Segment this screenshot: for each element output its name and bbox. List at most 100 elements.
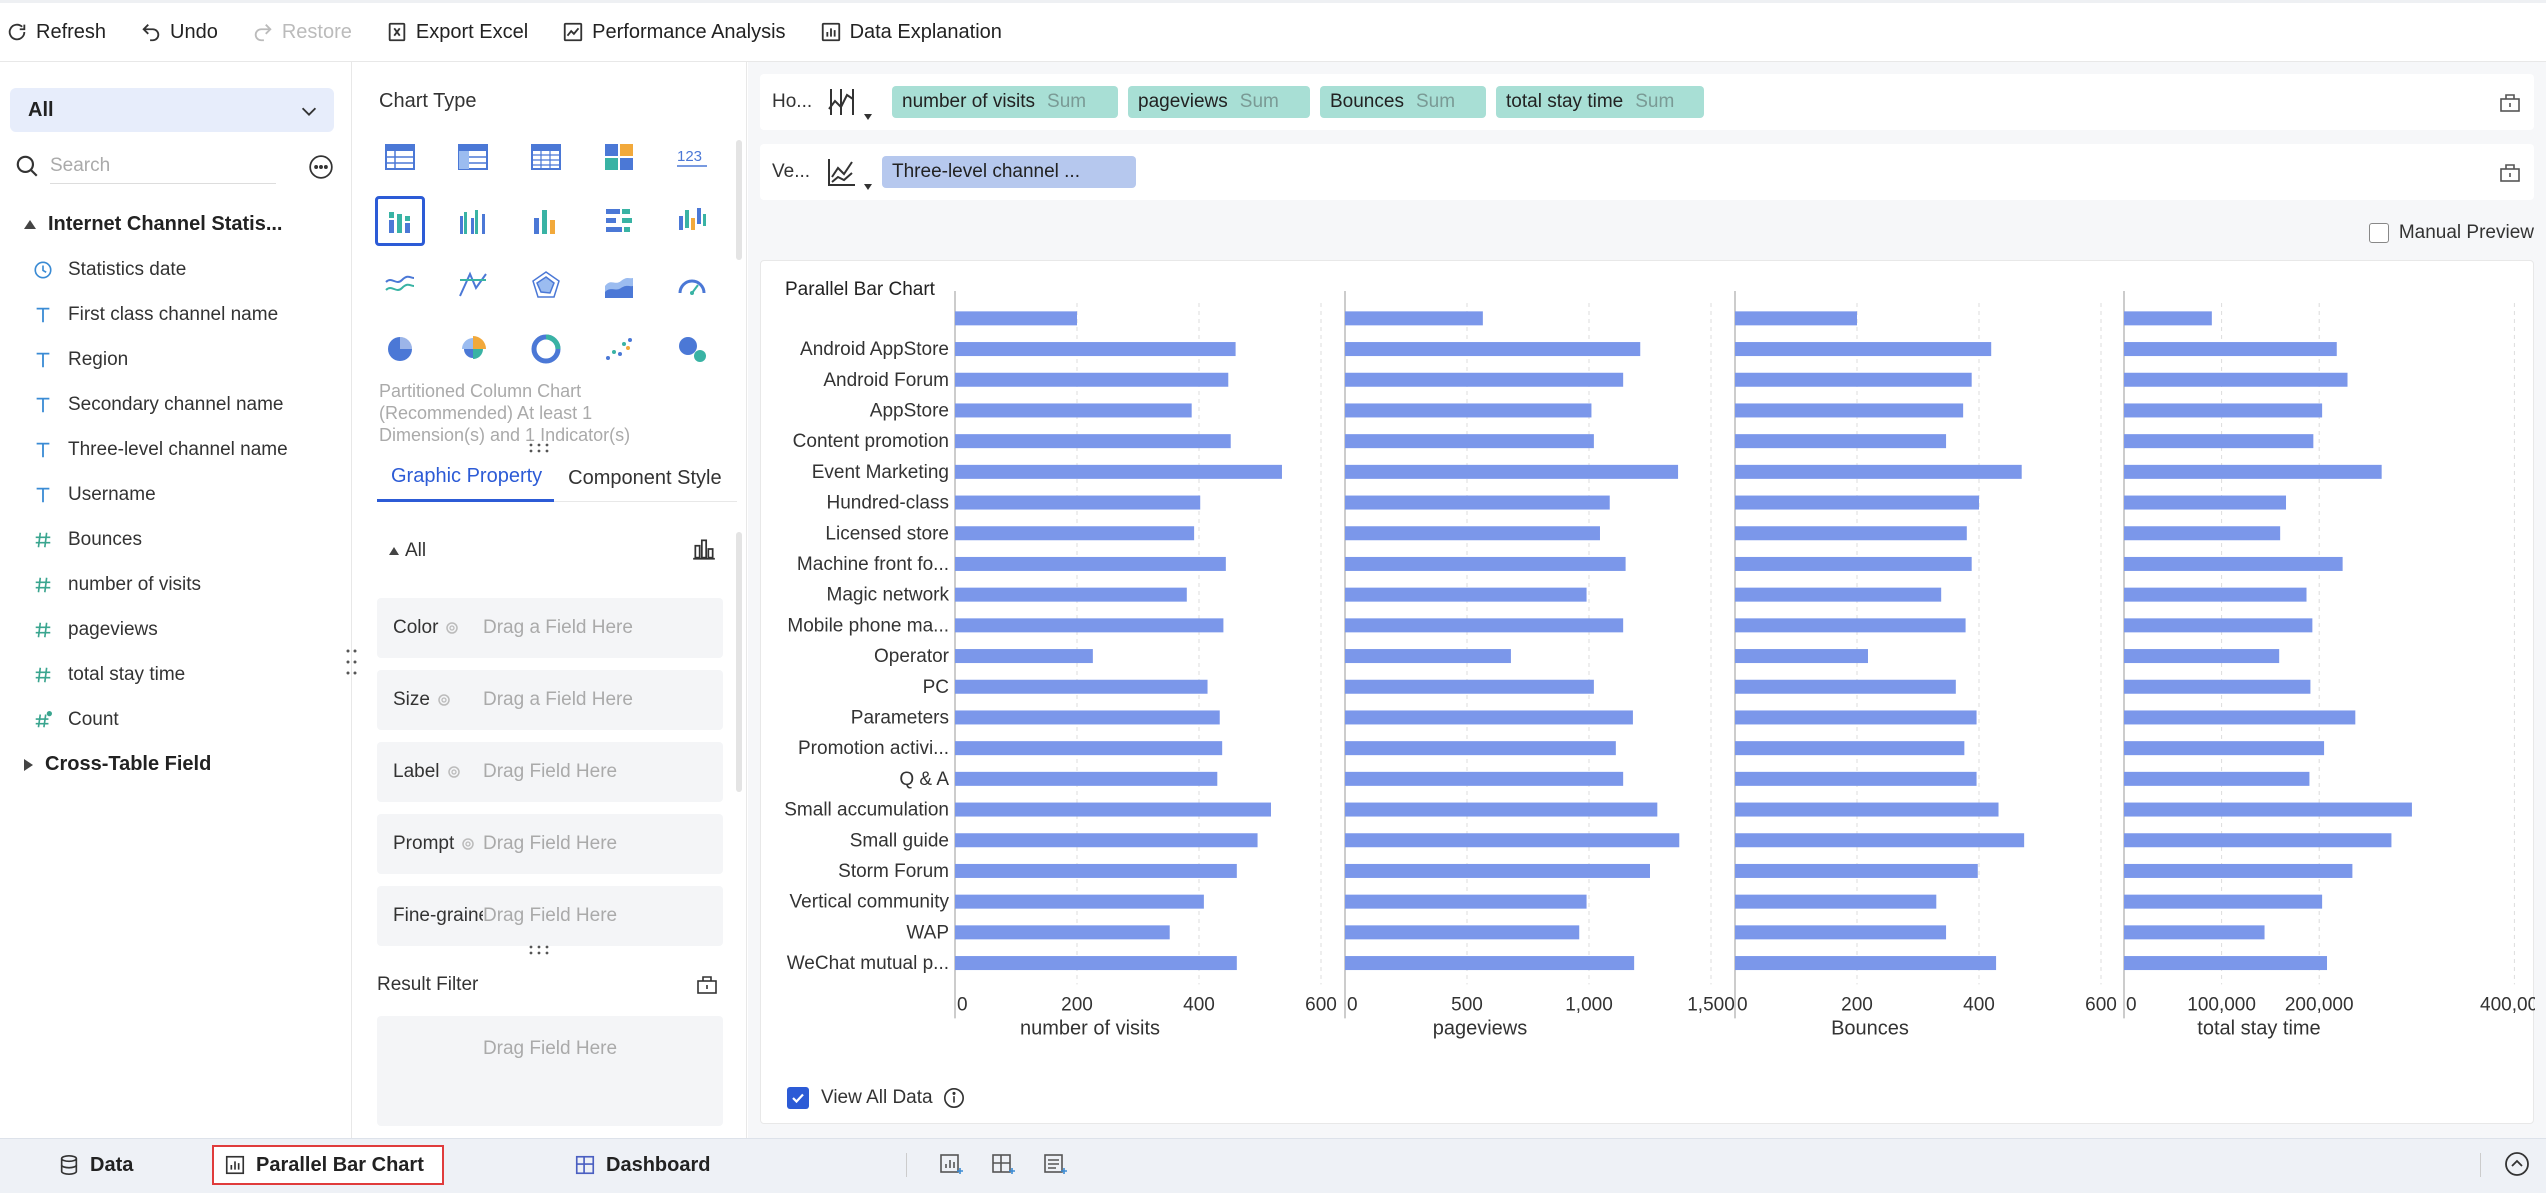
pill-aggregation: Sum xyxy=(1047,91,1087,112)
category-label: Licensed store xyxy=(825,523,949,544)
vertical-axis-type-button[interactable] xyxy=(820,150,872,194)
tab-graphic-property[interactable]: Graphic Property xyxy=(377,454,555,502)
manual-preview-toggle[interactable]: Manual Preview xyxy=(2368,222,2534,244)
restore-button[interactable]: Restore xyxy=(252,12,352,52)
shelf-settings-icon[interactable] xyxy=(2498,160,2522,184)
chart-type-option[interactable] xyxy=(521,324,571,374)
add-chart-sheet-icon[interactable] xyxy=(938,1151,964,1177)
chart-type-option[interactable] xyxy=(521,196,571,246)
chart-type-option[interactable] xyxy=(521,132,571,182)
property-group-all[interactable]: All xyxy=(389,540,426,562)
tab-data[interactable]: Data xyxy=(58,1145,133,1185)
chart-type-option[interactable] xyxy=(594,324,644,374)
chart-type-option[interactable] xyxy=(375,324,425,374)
property-dropzone[interactable]: Drag a Field Here xyxy=(483,689,633,710)
field-item[interactable]: Region xyxy=(0,337,352,382)
horizontal-field-pill[interactable]: number of visits Sum xyxy=(892,86,1118,118)
chart-type-option[interactable] xyxy=(667,324,717,374)
svg-text:123: 123 xyxy=(677,148,702,165)
view-all-data-toggle[interactable]: View All Data xyxy=(787,1087,965,1109)
add-report-icon[interactable] xyxy=(1042,1151,1068,1177)
bar xyxy=(955,710,1220,725)
chart-card: Parallel Bar Chart Android AppStore Andro… xyxy=(760,260,2535,1124)
text-type-icon xyxy=(32,439,54,461)
export-excel-button[interactable]: Export Excel xyxy=(386,12,528,52)
bar xyxy=(1735,863,1978,878)
performance-analysis-button[interactable]: Performance Analysis xyxy=(562,12,786,52)
parallel-bar-chart: Android AppStore Android Forum AppStore Con… xyxy=(784,291,2535,1039)
gear-icon[interactable] xyxy=(444,620,460,636)
chart-type-scrollbar[interactable] xyxy=(736,140,742,260)
horizontal-pills: number of visits Sum pageviews Sum Bounces Su… xyxy=(882,86,1704,118)
gear-icon[interactable] xyxy=(460,836,476,852)
resize-handle-icon[interactable] xyxy=(527,944,551,956)
chart-type-option[interactable] xyxy=(375,132,425,182)
chart-type-option[interactable] xyxy=(448,132,498,182)
horizontal-field-pill[interactable]: pageviews Sum xyxy=(1128,86,1310,118)
property-dropzone[interactable]: Drag Field Here xyxy=(483,833,618,854)
chart-type-option[interactable] xyxy=(594,196,644,246)
horizontal-axis-type-button[interactable] xyxy=(820,80,872,124)
field-item[interactable]: Three-level channel name xyxy=(0,427,352,472)
horizontal-field-pill[interactable]: Bounces Sum xyxy=(1320,86,1486,118)
chart-type-option[interactable] xyxy=(448,324,498,374)
field-item[interactable]: Bounces xyxy=(0,517,352,562)
tab-dashboard[interactable]: Dashboard xyxy=(574,1145,710,1185)
chart-type-option[interactable] xyxy=(448,196,498,246)
field-group-cross-table[interactable]: Cross-Table Field xyxy=(0,742,352,787)
category-label: WeChat mutual p... xyxy=(787,953,949,974)
tab-parallel-bar-chart[interactable]: Parallel Bar Chart xyxy=(212,1145,444,1185)
tick-label: 600 xyxy=(2085,994,2117,1015)
chart-type-option[interactable] xyxy=(448,260,498,310)
field-item[interactable]: total stay time xyxy=(0,652,352,697)
chevron-up-icon[interactable] xyxy=(2504,1151,2530,1177)
vertical-field-pill[interactable]: Three-level channel ... xyxy=(882,156,1136,188)
field-item[interactable]: Secondary channel name xyxy=(0,382,352,427)
category-label: Magic network xyxy=(827,585,950,606)
dataset-select[interactable]: All xyxy=(10,88,334,132)
data-explanation-button[interactable]: Data Explanation xyxy=(820,12,1002,52)
undo-button[interactable]: Undo xyxy=(140,12,218,52)
tab-component-style[interactable]: Component Style xyxy=(568,466,722,489)
pill-aggregation: Sum xyxy=(1415,91,1456,112)
result-filter-dropzone[interactable]: Drag Field Here xyxy=(377,1016,723,1126)
bar-chart-icon[interactable] xyxy=(691,536,717,562)
field-group-internet-channel[interactable]: Internet Channel Statis... xyxy=(0,202,352,247)
horizontal-field-pill[interactable]: total stay time Sum xyxy=(1496,86,1704,118)
chart-type-option[interactable] xyxy=(375,260,425,310)
field-item[interactable]: Statistics date xyxy=(0,247,352,292)
more-options-icon[interactable] xyxy=(308,154,334,180)
field-item[interactable]: First class channel name xyxy=(0,292,352,337)
chart-type-option[interactable] xyxy=(375,196,425,246)
info-icon[interactable] xyxy=(943,1087,965,1109)
chart-type-option[interactable] xyxy=(594,260,644,310)
gear-icon[interactable] xyxy=(436,692,452,708)
tab-separator xyxy=(2480,1153,2481,1177)
search-input[interactable] xyxy=(50,148,276,184)
panel-resize-handle[interactable] xyxy=(344,647,360,677)
chart-type-option[interactable] xyxy=(521,260,571,310)
resize-handle-icon[interactable] xyxy=(527,442,551,454)
field-item[interactable]: number of visits xyxy=(0,562,352,607)
add-dashboard-icon[interactable] xyxy=(990,1151,1016,1177)
chart-type-option[interactable] xyxy=(667,196,717,246)
chart-type-option[interactable] xyxy=(594,132,644,182)
tab-separator xyxy=(906,1153,907,1177)
chart-type-option[interactable] xyxy=(667,260,717,310)
gear-icon[interactable] xyxy=(446,764,462,780)
property-dropzone[interactable]: Drag Field Here xyxy=(483,761,618,782)
refresh-button[interactable]: Refresh xyxy=(6,12,106,52)
bar xyxy=(955,894,1204,909)
property-scrollbar[interactable] xyxy=(736,532,742,792)
field-item[interactable]: Username xyxy=(0,472,352,517)
property-dropzone[interactable]: Drag a Field Here xyxy=(483,617,633,638)
manual-preview-checkbox[interactable] xyxy=(2368,223,2389,243)
view-all-data-checkbox[interactable] xyxy=(787,1087,809,1109)
shelf-settings-icon[interactable] xyxy=(2498,90,2522,114)
chevron-down-icon xyxy=(301,107,317,116)
field-item[interactable]: Count xyxy=(0,697,352,742)
filter-settings-icon[interactable] xyxy=(695,972,719,996)
chart-type-option[interactable]: 123 xyxy=(667,132,717,182)
property-dropzone[interactable]: Drag Field Here xyxy=(483,905,618,926)
field-item[interactable]: pageviews xyxy=(0,607,352,652)
